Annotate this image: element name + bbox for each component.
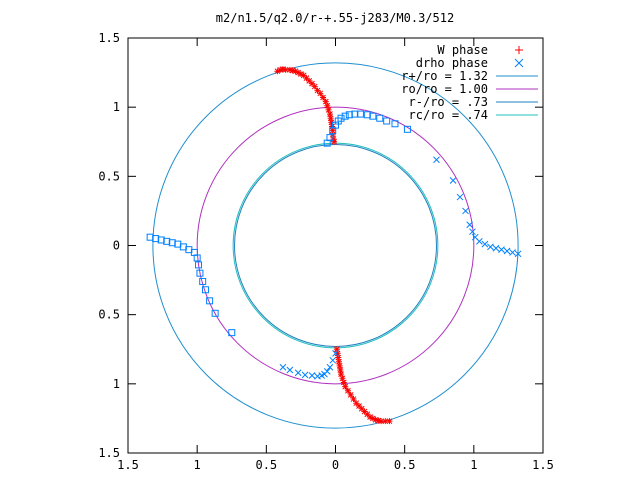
- drho-phase-point: [498, 246, 505, 254]
- circle-2: [152, 62, 519, 429]
- drho-phase-point: [286, 366, 294, 374]
- w-phase-point: [320, 94, 326, 101]
- drho-phase-point: [503, 247, 511, 255]
- drho-phase-point: [403, 125, 411, 133]
- x-tick-label: 1.5: [532, 458, 554, 472]
- x-tick-label: 1: [194, 458, 201, 472]
- circle-4: [234, 144, 437, 347]
- drho-phase-point: [466, 221, 474, 229]
- drho-phase-point: [514, 250, 522, 258]
- drho-phase-point: [196, 269, 204, 277]
- drho-phase-point: [383, 117, 391, 125]
- drho-phase-point: [195, 261, 203, 269]
- y-tick-label: 0.5: [98, 308, 120, 322]
- w-phase-point: [350, 396, 357, 402]
- drho-phase-point: [509, 249, 516, 256]
- drho-phase-point: [193, 254, 201, 262]
- legend-label-3: ro/ro = 1.00: [401, 82, 488, 96]
- drho-phase-point: [199, 277, 207, 285]
- x-tick-label: 0.5: [394, 458, 416, 472]
- y-tick-label: 1: [113, 377, 120, 391]
- drho-phase-point: [323, 368, 331, 375]
- drho-phase-point: [471, 233, 479, 241]
- drho-phase-point: [201, 286, 209, 294]
- legend-swatch-0: [515, 46, 523, 54]
- chart-title: m2/n1.5/q2.0/r-+.55-j283/M0.3/512: [216, 11, 454, 25]
- y-tick-label: 1: [113, 100, 120, 114]
- drho-phase-point: [301, 371, 309, 379]
- y-tick-label: 1.5: [98, 446, 120, 460]
- w-phase-point: [329, 127, 336, 134]
- drho-phase-point: [326, 363, 334, 371]
- w-phase-point: [282, 66, 289, 73]
- drho-phase-point: [456, 193, 464, 201]
- x-tick-label: 1: [470, 458, 477, 472]
- drho-phase-point: [326, 134, 334, 142]
- legend-label-2: r+/ro = 1.32: [401, 69, 488, 83]
- legend-label-1: drho phase: [416, 56, 488, 70]
- drho-phase-point: [279, 363, 287, 371]
- axis-ticks: 1.5 1 0.5 0 0.5 1 1.51.510.500.511.5: [98, 31, 554, 472]
- drho-phase-point: [391, 120, 399, 128]
- y-tick-label: 0.5: [98, 169, 120, 183]
- legend-swatch-1: [514, 58, 524, 68]
- w-phase-point: [378, 418, 385, 425]
- w-phase-points: [274, 66, 393, 425]
- drho-phase-point: [492, 244, 500, 252]
- drho-phase-point: [481, 240, 489, 248]
- legend-label-4: r-/ro = .73: [409, 95, 488, 109]
- drho-phase-point: [228, 329, 236, 337]
- drho-phase-point: [308, 372, 316, 379]
- x-tick-label: 1.5: [117, 458, 139, 472]
- drho-phase-point: [376, 114, 384, 122]
- drho-phase-point: [211, 309, 219, 317]
- drho-phase-point: [369, 112, 377, 120]
- y-tick-label: 0: [113, 239, 120, 253]
- drho-square-points: [146, 110, 411, 337]
- drho-phase-point: [487, 243, 494, 251]
- x-tick-label: 0.5: [255, 458, 277, 472]
- drho-phase-point: [356, 110, 364, 118]
- w-phase-point: [386, 418, 393, 425]
- legend-label-5: rc/ro = .74: [409, 108, 488, 122]
- drho-cross-points: [279, 156, 522, 380]
- drho-phase-point: [462, 207, 469, 215]
- drho-phase-point: [294, 369, 302, 377]
- w-phase-point: [331, 138, 337, 145]
- w-phase-point: [342, 383, 349, 390]
- y-tick-label: 1.5: [98, 31, 120, 45]
- circle-3: [196, 106, 475, 385]
- drho-phase-point: [206, 297, 214, 305]
- legend-label-0: W phase: [437, 43, 488, 57]
- w-phase-point: [317, 90, 324, 97]
- drho-phase-point: [469, 228, 476, 236]
- w-phase-point: [345, 387, 351, 394]
- drho-phase-point: [337, 114, 345, 122]
- drho-phase-point: [433, 156, 440, 164]
- drho-phase-point: [332, 350, 339, 357]
- w-phase-point: [382, 418, 389, 425]
- drho-phase-point: [341, 112, 349, 120]
- w-phase-point: [311, 83, 318, 90]
- drho-phase-point: [329, 356, 337, 364]
- w-phase-point: [347, 392, 354, 398]
- drho-phase-point: [449, 177, 457, 184]
- x-tick-label: 0: [332, 458, 339, 472]
